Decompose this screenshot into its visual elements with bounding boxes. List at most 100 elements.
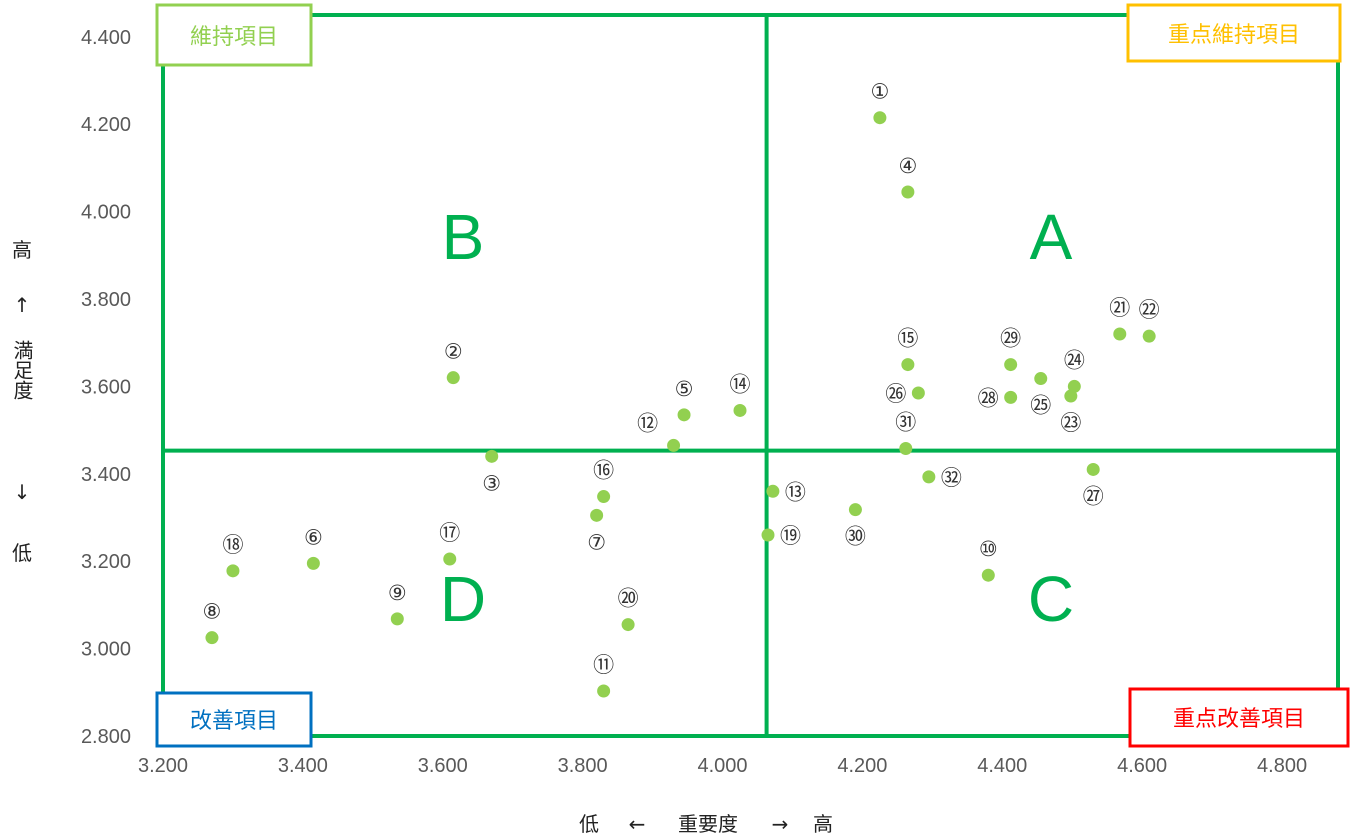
quadrant-letter-a: A bbox=[1030, 201, 1073, 273]
data-point-label: ⑲ bbox=[780, 524, 801, 548]
y-tick-label: 4.200 bbox=[81, 114, 131, 136]
data-point-label: ㉗ bbox=[1083, 484, 1104, 508]
y-tick-label: 3.200 bbox=[81, 551, 131, 573]
y-title-arrow-up: ↑ bbox=[14, 293, 31, 317]
category-label-improve: 改善項目 bbox=[190, 709, 278, 734]
quadrant-letter-b: B bbox=[442, 201, 485, 273]
y-title-low: 低 bbox=[12, 541, 32, 565]
x-title-arrow-left: ← bbox=[629, 812, 646, 836]
x-tick-label: 3.200 bbox=[138, 755, 188, 777]
data-point bbox=[733, 403, 747, 417]
data-point-label: ⑯ bbox=[593, 459, 614, 483]
data-point-label: ② bbox=[444, 340, 463, 364]
data-point-label: ㉔ bbox=[1064, 348, 1085, 372]
data-point-label: ④ bbox=[898, 154, 917, 178]
category-box-improve bbox=[155, 691, 313, 748]
data-point-label: ㉙ bbox=[1000, 327, 1021, 351]
data-point bbox=[899, 441, 913, 455]
data-point-label: ⑩ bbox=[979, 537, 998, 561]
y-tick-label: 3.400 bbox=[81, 464, 131, 486]
x-tick-label: 4.000 bbox=[697, 755, 747, 777]
data-point bbox=[446, 371, 460, 385]
data-point bbox=[443, 552, 457, 566]
data-point-label: ⑨ bbox=[388, 581, 407, 605]
data-point-label: ⑬ bbox=[785, 480, 806, 504]
data-point bbox=[761, 528, 775, 542]
data-point bbox=[677, 408, 691, 422]
data-point bbox=[1142, 329, 1156, 343]
category-label-priority-improve: 重点改善項目 bbox=[1173, 707, 1305, 732]
y-title-arrow-down: ↓ bbox=[14, 480, 31, 504]
data-point bbox=[981, 568, 995, 582]
x-tick-label: 3.600 bbox=[418, 755, 468, 777]
data-point bbox=[901, 358, 915, 372]
data-point-label: ㉖ bbox=[885, 382, 906, 406]
data-point-label: ⑮ bbox=[897, 327, 918, 351]
plot-frame bbox=[161, 13, 1340, 738]
data-point bbox=[1034, 372, 1048, 386]
data-point-label: ㉓ bbox=[1060, 411, 1081, 435]
data-point bbox=[1067, 379, 1081, 393]
data-point bbox=[226, 564, 240, 578]
data-point bbox=[1004, 390, 1018, 404]
category-box-priority-maintain bbox=[1126, 3, 1342, 63]
data-point bbox=[667, 438, 681, 452]
y-tick-label: 2.800 bbox=[81, 726, 131, 748]
quadrant-letter-d: D bbox=[440, 563, 486, 635]
x-title-arrow-right: → bbox=[772, 812, 789, 836]
data-point bbox=[390, 612, 404, 626]
x-tick-labels: 3.200 3.400 3.600 3.800 4.000 4.200 4.400 4.600… bbox=[138, 755, 1307, 777]
data-point bbox=[590, 508, 604, 522]
quadrant-letter-c: C bbox=[1028, 563, 1074, 635]
data-point bbox=[1113, 327, 1127, 341]
category-box-maintain bbox=[155, 3, 313, 67]
data-point bbox=[766, 484, 780, 498]
y-title-name: 満足度 bbox=[10, 340, 34, 400]
data-point-label: ㉒ bbox=[1139, 298, 1160, 322]
data-point-label: ⑥ bbox=[304, 525, 323, 549]
x-tick-label: 4.600 bbox=[1117, 755, 1167, 777]
data-point-label: ⑧ bbox=[203, 600, 222, 624]
data-point-label: ⑤ bbox=[675, 377, 694, 401]
y-tick-label: 3.000 bbox=[81, 639, 131, 661]
data-point-label: ⑱ bbox=[222, 533, 243, 557]
data-point bbox=[922, 470, 936, 484]
data-point bbox=[597, 490, 611, 504]
category-box-priority-improve bbox=[1128, 687, 1350, 748]
data-point-label: ① bbox=[870, 80, 889, 104]
data-point bbox=[1086, 462, 1100, 476]
category-label-maintain: 維持項目 bbox=[190, 25, 278, 50]
x-tick-label: 3.800 bbox=[558, 755, 608, 777]
y-title-high: 高 bbox=[12, 238, 32, 262]
data-point-label: ㉛ bbox=[895, 410, 916, 434]
data-point bbox=[911, 386, 925, 400]
data-point-label: ⑳ bbox=[618, 587, 639, 611]
data-point bbox=[873, 111, 887, 125]
x-tick-label: 4.800 bbox=[1257, 755, 1307, 777]
data-point bbox=[901, 185, 915, 199]
y-tick-label: 3.600 bbox=[81, 376, 131, 398]
data-point bbox=[597, 684, 611, 698]
data-point-label: ⑪ bbox=[593, 653, 614, 677]
data-point-label: ⑰ bbox=[439, 521, 460, 545]
y-tick-label: 4.000 bbox=[81, 202, 131, 224]
data-point-label: ⑫ bbox=[637, 411, 658, 435]
x-tick-label: 4.400 bbox=[977, 755, 1027, 777]
x-tick-label: 4.200 bbox=[837, 755, 887, 777]
x-tick-label: 3.400 bbox=[278, 755, 328, 777]
data-point-label: ㉕ bbox=[1030, 394, 1051, 418]
y-axis-title: 高 ↑ 満足度 ↓ 低 bbox=[10, 238, 34, 565]
data-point-label: ③ bbox=[482, 471, 501, 495]
quadrant-letters: B A D C bbox=[440, 201, 1074, 635]
quadrant-frame bbox=[161, 13, 1340, 738]
data-point bbox=[205, 631, 219, 645]
data-point bbox=[1004, 358, 1018, 372]
data-point bbox=[848, 503, 862, 517]
data-point bbox=[306, 556, 320, 570]
data-point-label: ㉑ bbox=[1109, 296, 1130, 320]
category-labels: 維持項目 重点維持項目 改善項目 重点改善項目 bbox=[155, 3, 1350, 748]
y-tick-label: 3.800 bbox=[81, 289, 131, 311]
x-axis-title: 低 ← 重要度 → 高 bbox=[579, 812, 833, 836]
